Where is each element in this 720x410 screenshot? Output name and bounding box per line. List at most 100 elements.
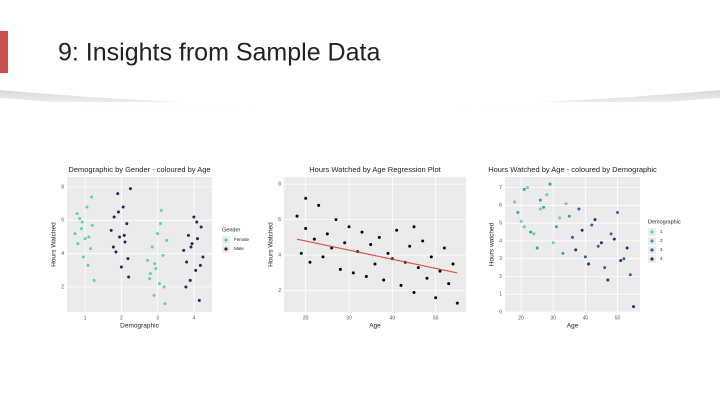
x-tick-label: 40 (583, 315, 589, 321)
x-axis-label: Age (369, 323, 381, 330)
data-point (395, 228, 399, 232)
data-point (83, 237, 87, 241)
y-tick-label: 4 (499, 238, 502, 244)
data-point (343, 241, 347, 245)
data-point (347, 225, 351, 229)
data-point (542, 205, 546, 209)
data-point (112, 215, 116, 219)
data-point (109, 228, 113, 232)
data-point (369, 243, 373, 246)
data-point (165, 238, 169, 242)
data-point (455, 301, 459, 305)
data-point (399, 283, 403, 287)
data-point (196, 237, 199, 241)
y-tick-label: 4 (278, 252, 281, 258)
data-point (116, 210, 120, 214)
data-point (577, 207, 581, 211)
chart-title: Demographic by Gender - coloured by Age (68, 165, 210, 174)
legend-title: Demographic (648, 219, 681, 225)
y-tick-label: 7 (499, 185, 502, 191)
data-point (574, 248, 578, 252)
data-point (312, 237, 316, 241)
y-tick-label: 2 (61, 284, 64, 290)
x-tick-label: 50 (615, 315, 621, 321)
y-axis-label: Hours watched (489, 222, 496, 266)
data-point (153, 262, 157, 266)
y-tick-label: 8 (61, 184, 64, 190)
data-point (295, 214, 299, 218)
data-point (532, 232, 536, 236)
data-point (429, 255, 433, 259)
data-point (150, 245, 154, 249)
data-point (148, 277, 152, 281)
data-point (386, 251, 390, 255)
data-point (526, 186, 529, 190)
data-point (567, 214, 571, 218)
accent-bar (0, 31, 8, 73)
data-point (75, 212, 79, 216)
data-point (161, 253, 165, 257)
data-point (159, 222, 163, 226)
legend-swatch (650, 230, 654, 234)
data-point (587, 262, 591, 266)
data-point (199, 225, 203, 229)
legend-label: 4 (660, 256, 663, 261)
data-point (442, 246, 446, 250)
data-point (538, 207, 542, 211)
y-axis-label: Hours Watched (268, 222, 275, 267)
data-point (304, 196, 308, 200)
data-point (609, 232, 613, 236)
y-tick-label: 1 (499, 292, 502, 298)
y-tick-label: 5 (499, 221, 502, 227)
y-tick-label: 6 (499, 203, 502, 209)
data-point (321, 255, 325, 259)
data-point (554, 225, 558, 229)
data-point (194, 268, 198, 272)
data-point (87, 235, 91, 239)
x-tick-label: 20 (303, 315, 309, 321)
data-point (360, 230, 364, 234)
data-point (377, 235, 381, 239)
divider-mask (0, 98, 720, 113)
data-point (522, 187, 526, 191)
data-point (334, 218, 338, 222)
data-point (152, 293, 156, 297)
x-tick-label: 1 (84, 315, 87, 321)
data-point (80, 227, 83, 231)
data-point (189, 245, 193, 249)
data-point (628, 273, 632, 277)
data-point (603, 266, 607, 270)
data-point (421, 239, 425, 243)
data-point (81, 255, 85, 259)
data-point (364, 274, 368, 278)
data-point (119, 265, 123, 269)
y-tick-label: 6 (61, 218, 64, 224)
data-point (616, 211, 619, 215)
legend-swatch (224, 238, 228, 242)
legend-label: 2 (660, 238, 663, 243)
data-point (516, 211, 520, 215)
legend-label: 3 (660, 247, 663, 252)
data-point (163, 302, 167, 306)
data-point (127, 275, 131, 279)
x-tick-label: 4 (192, 315, 195, 321)
data-point (195, 220, 199, 224)
data-point (545, 193, 549, 197)
data-point (434, 296, 438, 300)
x-tick-label: 40 (390, 315, 396, 321)
data-point (632, 305, 636, 309)
data-point (126, 257, 130, 261)
y-tick-label: 3 (499, 256, 502, 262)
x-tick-label: 2 (120, 315, 123, 321)
data-point (157, 282, 161, 286)
legend-swatch (650, 248, 654, 252)
data-point (182, 248, 186, 252)
data-point (351, 271, 355, 275)
y-tick-label: 0 (499, 309, 502, 315)
y-axis-label: Hours Watched (51, 222, 58, 267)
chart-title: Hours Watched by Age - coloured by Demog… (488, 165, 657, 174)
data-point (338, 267, 342, 271)
data-point (593, 218, 597, 222)
data-point (529, 230, 533, 234)
data-point (76, 242, 80, 246)
